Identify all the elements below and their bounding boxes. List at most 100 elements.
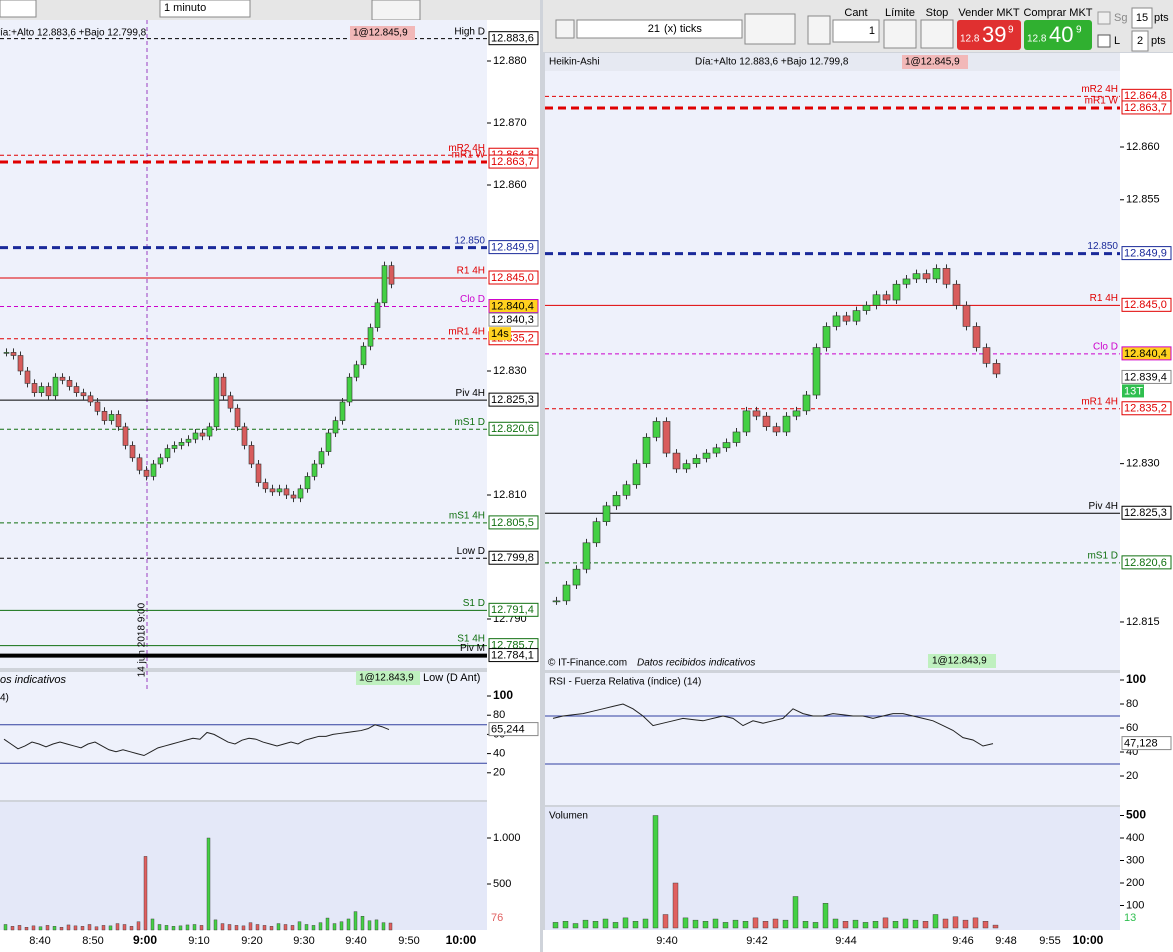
volume-bar <box>812 922 819 929</box>
volume-bar <box>332 923 337 931</box>
volume-bar <box>311 925 316 931</box>
candle <box>862 305 871 311</box>
rsi-last-tag <box>488 722 539 737</box>
dropdown[interactable] <box>0 0 37 18</box>
candle <box>178 441 185 446</box>
candle <box>276 488 283 493</box>
buy-price: 40 <box>1049 22 1073 47</box>
rsi-line <box>3 724 390 757</box>
volume-bar <box>592 921 599 929</box>
candle <box>3 352 10 354</box>
level-name: Piv 4H <box>1089 501 1118 512</box>
volume-bar <box>692 919 699 929</box>
last-price: 12.840,3 <box>491 314 534 326</box>
volume-bar <box>802 921 809 929</box>
left-rsi-pane <box>0 672 487 800</box>
candle <box>297 488 304 499</box>
candle <box>360 345 367 366</box>
candle <box>622 484 631 496</box>
limit: Límite <box>885 7 915 19</box>
volume-bar <box>632 921 639 929</box>
volume-bar <box>178 925 183 931</box>
stop-button[interactable] <box>920 19 954 49</box>
date-label: 14 jun 2018 9:00 <box>137 602 148 677</box>
volume-bar <box>662 914 669 929</box>
footer-note: Datos recibidos indicativos <box>637 658 755 669</box>
volume-bar <box>742 921 749 929</box>
right-price-pane <box>545 53 1120 670</box>
limit-button[interactable] <box>883 19 917 49</box>
volume-bar <box>572 923 579 929</box>
l-label: L <box>1114 35 1120 47</box>
settings-button[interactable] <box>807 15 831 45</box>
volume-bar <box>227 924 232 931</box>
volume-bar <box>762 921 769 929</box>
price-tag <box>488 270 539 285</box>
sg-checkbox[interactable] <box>1097 11 1111 25</box>
buy-button[interactable] <box>1024 20 1092 50</box>
footer: os indicativos <box>0 674 67 686</box>
time-label: 9:20 <box>241 935 262 947</box>
volume-bar <box>73 925 78 931</box>
sell-button[interactable] <box>957 20 1021 50</box>
candle <box>311 463 318 477</box>
candle <box>592 521 601 544</box>
volume-tick-label: 100 <box>1126 899 1144 911</box>
l-checkbox[interactable] <box>1097 34 1111 48</box>
qty-input[interactable] <box>832 19 880 43</box>
candle <box>882 294 891 301</box>
candle <box>206 426 213 437</box>
candle <box>325 432 332 452</box>
dropdown[interactable] <box>555 19 575 39</box>
sg-input[interactable] <box>1131 7 1153 29</box>
level-name: mR2 4H <box>1081 84 1118 95</box>
volume-bar <box>157 924 162 931</box>
chart-type-button[interactable] <box>371 0 421 21</box>
candle <box>227 395 234 409</box>
price-tag <box>1121 100 1172 115</box>
left-price-pane <box>0 20 487 668</box>
candle <box>59 376 66 381</box>
chart-type-button[interactable] <box>744 13 796 45</box>
candle <box>722 442 731 449</box>
level-name: mS1 D <box>454 417 485 428</box>
interval-dropdown[interactable] <box>159 0 251 18</box>
timer: 14s <box>491 328 509 340</box>
volume-bar <box>3 924 8 931</box>
y-tick-label: 12.870 <box>493 117 527 129</box>
candle <box>902 278 911 285</box>
y-tick-label: 12.855 <box>1126 194 1160 206</box>
volume-tick-label: 300 <box>1126 854 1144 866</box>
volume-bar <box>732 919 739 929</box>
y-tick-label: 12.830 <box>493 365 527 377</box>
candle <box>962 305 971 327</box>
right-rsi-pane <box>545 673 1120 805</box>
candle <box>752 410 761 417</box>
candle <box>802 394 811 412</box>
level-name: R1 4H <box>457 266 485 277</box>
volume-bar <box>682 917 689 929</box>
volume-bar <box>712 918 719 929</box>
rsi-tick-label: 80 <box>1126 698 1138 710</box>
rsi-tick-label: 20 <box>493 767 505 779</box>
footer-order: 1@12.843,9 <box>359 673 414 684</box>
candle <box>912 273 921 280</box>
l-value: 2 <box>1137 35 1143 47</box>
volume-bar <box>872 921 879 929</box>
interval: 1 minuto <box>164 2 206 14</box>
volume-bar <box>213 919 218 931</box>
l-input[interactable] <box>1131 30 1149 52</box>
volume-bar <box>612 922 619 929</box>
volume-bar <box>136 921 141 931</box>
price-tag <box>1121 401 1172 416</box>
candle <box>45 386 52 397</box>
candle <box>652 421 661 438</box>
price-tag <box>488 421 539 436</box>
candle <box>612 495 621 507</box>
period-input[interactable] <box>576 19 743 39</box>
left-toolbar <box>0 0 540 20</box>
volume-bar <box>381 922 386 931</box>
left-price-axis <box>487 20 540 932</box>
price-tag <box>488 515 539 530</box>
